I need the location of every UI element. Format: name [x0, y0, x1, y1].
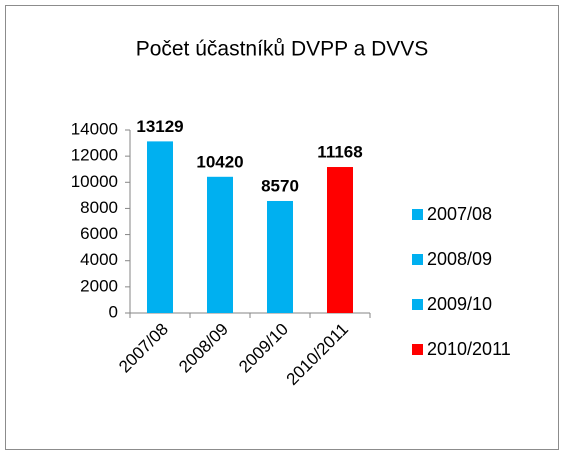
- y-tick-label: 2000: [80, 276, 118, 295]
- legend-label: 2010/2011: [427, 339, 511, 359]
- y-tick-label: 4000: [80, 250, 118, 269]
- legend-label: 2008/09: [427, 249, 492, 269]
- y-tick-label: 10000: [71, 172, 118, 191]
- y-tick-label: 0: [109, 302, 118, 321]
- bar: [147, 141, 173, 313]
- bar: [267, 200, 293, 313]
- legend-swatch: [412, 254, 423, 265]
- y-tick-label: 6000: [80, 224, 118, 243]
- bar: [207, 176, 233, 313]
- y-tick-label: 8000: [80, 198, 118, 217]
- legend-swatch: [412, 209, 423, 220]
- data-label: 8570: [261, 176, 299, 195]
- y-tick-label: 14000: [71, 119, 118, 138]
- bar: [327, 167, 353, 313]
- data-label: 10420: [196, 152, 243, 171]
- legend-label: 2009/10: [427, 294, 492, 314]
- legend-swatch: [412, 299, 423, 310]
- chart-title: Počet účastníků DVPP a DVVS: [136, 38, 429, 61]
- legend-swatch: [412, 344, 423, 355]
- data-label: 13129: [136, 117, 183, 136]
- y-tick-label: 12000: [71, 146, 118, 165]
- legend-label: 2007/08: [427, 204, 492, 224]
- data-label: 11168: [317, 143, 362, 162]
